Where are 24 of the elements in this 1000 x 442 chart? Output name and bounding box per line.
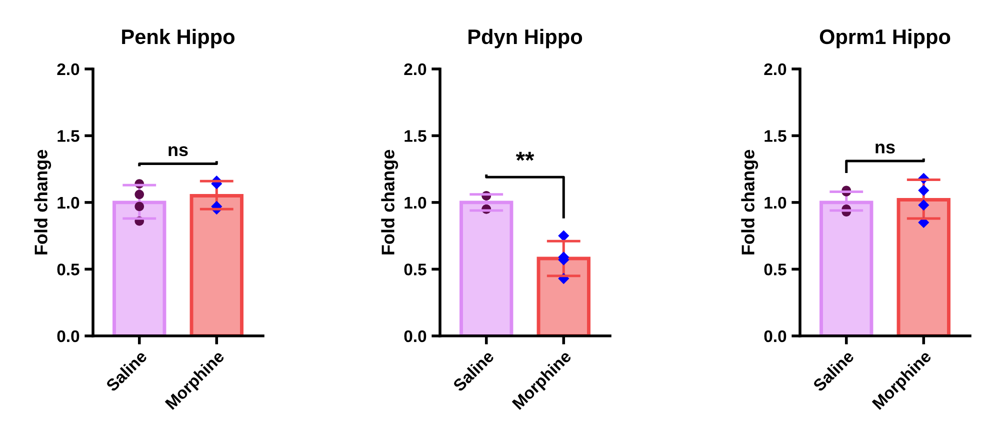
y-tick-label: 1.5	[404, 130, 426, 142]
y-tick-label: 2.0	[404, 63, 426, 76]
y-tick-label: 0.5	[404, 264, 426, 276]
chart-title: Oprm1 Hippo	[820, 28, 950, 48]
y-tick-label: 1.5	[58, 130, 80, 142]
y-tick-label: 0.5	[57, 264, 80, 276]
y-tick-label: 1.0	[404, 196, 426, 209]
y-tick-label: 1.0	[764, 196, 786, 209]
y-tick-label: 2.0	[764, 63, 786, 76]
annotation: ns	[876, 144, 895, 154]
y-tick-label: 2.0	[57, 63, 80, 76]
chart-title: Pdyn Hippo	[468, 28, 582, 48]
y-tick-label: 1.0	[58, 196, 80, 209]
y-axis-title: Fold change	[381, 150, 398, 254]
y-tick-label: 0.0	[404, 330, 426, 342]
annotation: ns	[168, 146, 188, 156]
y-tick-label: 0.5	[764, 264, 786, 276]
chart-title: Penk Hippo	[122, 28, 234, 48]
y-tick-label: 0.0	[57, 330, 80, 342]
y-tick-label: 0.0	[764, 330, 786, 342]
y-axis-title: Fold change	[741, 150, 758, 254]
y-axis-title: Fold change	[34, 150, 52, 254]
y-tick-label: 1.5	[764, 130, 786, 142]
annotation: **	[516, 152, 534, 161]
